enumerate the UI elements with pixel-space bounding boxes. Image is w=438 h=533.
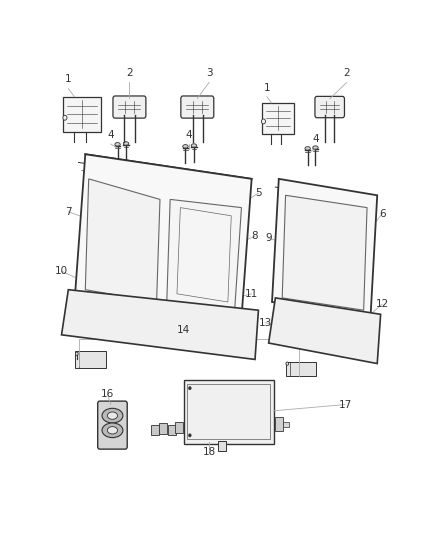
Ellipse shape (75, 352, 78, 356)
Ellipse shape (107, 412, 117, 419)
Ellipse shape (102, 423, 123, 438)
Text: 9: 9 (265, 233, 272, 244)
Text: 3: 3 (206, 68, 212, 78)
Text: 7: 7 (65, 207, 72, 217)
Bar (187, 384, 270, 440)
Text: 16: 16 (101, 389, 114, 399)
Ellipse shape (115, 142, 120, 146)
Polygon shape (75, 154, 251, 318)
FancyBboxPatch shape (315, 96, 344, 118)
Text: 4: 4 (186, 130, 192, 140)
Bar (175, 422, 183, 432)
Polygon shape (282, 195, 367, 310)
Polygon shape (61, 290, 258, 359)
Bar (283, 422, 290, 427)
Polygon shape (167, 199, 241, 310)
Text: 2: 2 (343, 68, 350, 78)
Bar (63, 97, 101, 132)
Ellipse shape (124, 142, 129, 146)
Ellipse shape (188, 386, 191, 390)
Text: 17: 17 (338, 400, 352, 409)
Text: 4: 4 (107, 130, 114, 140)
Text: 1: 1 (264, 83, 270, 93)
Ellipse shape (102, 408, 123, 423)
Text: 10: 10 (55, 266, 68, 276)
Polygon shape (272, 179, 377, 318)
Text: 14: 14 (177, 325, 191, 335)
Text: 18: 18 (202, 447, 216, 457)
Bar (218, 441, 226, 451)
Ellipse shape (313, 146, 318, 150)
Bar (159, 423, 167, 434)
Bar (151, 425, 159, 435)
FancyBboxPatch shape (113, 96, 146, 118)
Ellipse shape (107, 426, 117, 434)
Text: 5: 5 (255, 188, 262, 198)
Text: 13: 13 (258, 318, 272, 327)
Bar (262, 103, 294, 134)
Text: 6: 6 (379, 209, 385, 219)
Text: 12: 12 (376, 299, 389, 309)
Polygon shape (85, 179, 160, 302)
Text: 8: 8 (252, 231, 258, 241)
Ellipse shape (286, 362, 289, 365)
Ellipse shape (305, 147, 311, 150)
Text: 4: 4 (313, 134, 319, 144)
Ellipse shape (63, 115, 67, 120)
FancyBboxPatch shape (181, 96, 214, 118)
Bar (168, 425, 176, 435)
Text: 2: 2 (126, 68, 133, 78)
Bar (184, 380, 274, 443)
Bar (276, 417, 283, 431)
Bar (75, 351, 106, 368)
Bar (286, 361, 316, 376)
Ellipse shape (261, 119, 265, 124)
Text: 11: 11 (245, 289, 258, 299)
Polygon shape (268, 298, 381, 364)
FancyBboxPatch shape (98, 401, 127, 449)
Ellipse shape (191, 144, 197, 148)
Ellipse shape (188, 434, 191, 437)
Text: 1: 1 (65, 75, 72, 84)
Ellipse shape (183, 144, 188, 148)
